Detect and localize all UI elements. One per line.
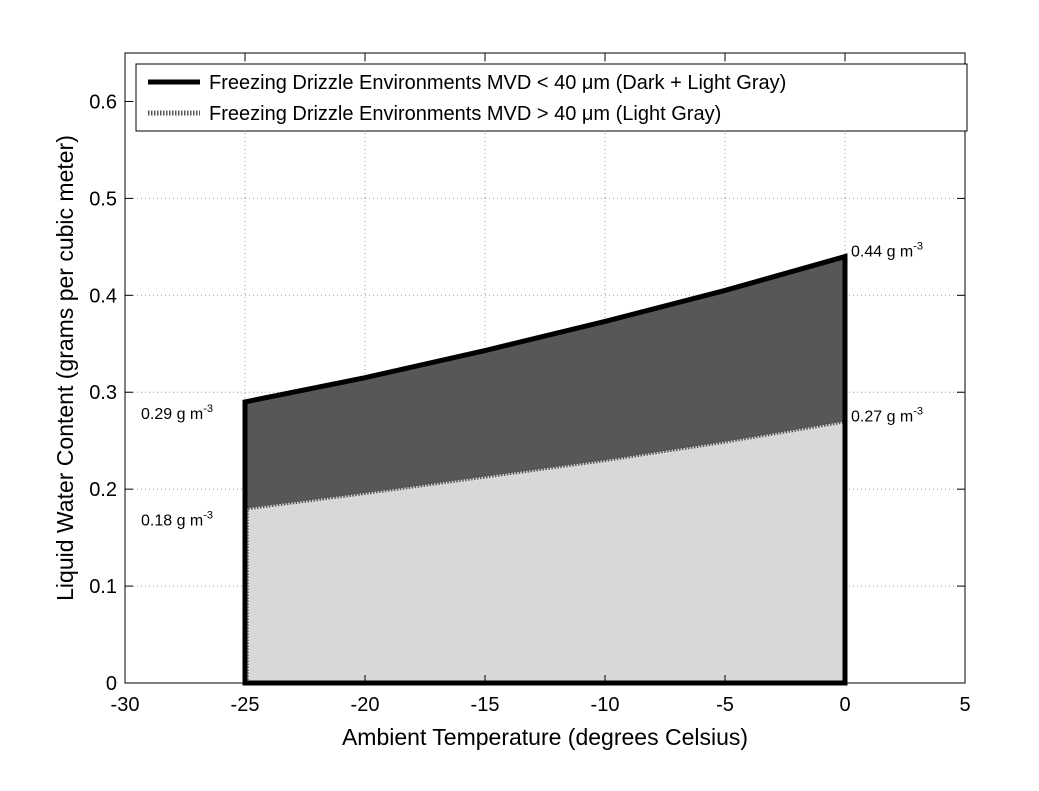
legend-entry-mvd-lt-40: Freezing Drizzle Environments MVD < 40 μ… [209, 72, 786, 94]
x-tick-label: -25 [231, 694, 260, 716]
legend-box [135, 63, 968, 132]
annotation-label: 0.27 g m-3 [851, 405, 923, 425]
plot-areas [245, 256, 845, 683]
ticks: -30 -25 -20 -15 -10 -5 0 5 0 0.1 0.2 0.3 0.4 0.5 0.6 [89, 53, 971, 716]
x-tick-label: 0 [839, 694, 850, 716]
x-tick-label: -10 [591, 694, 620, 716]
legend-entry-mvd-gt-40: Freezing Drizzle Environments MVD > 40 μ… [209, 103, 721, 125]
x-tick-label: -20 [351, 694, 380, 716]
y-tick-label: 0.5 [89, 188, 117, 210]
area-mvd-gt-40 [245, 421, 845, 683]
y-tick-label: 0.6 [89, 91, 117, 113]
plot-frame [124, 52, 966, 684]
x-axis-title: Ambient Temperature (degrees Celsius) [342, 724, 748, 750]
y-tick-label: 0.3 [89, 382, 117, 404]
series-line-mvd-lt-40 [242, 253, 848, 686]
annotation-label: 0.44 g m-3 [851, 241, 923, 261]
x-tick-label: -15 [471, 694, 500, 716]
x-tick-label: 5 [959, 694, 970, 716]
y-tick-label: 0.2 [89, 479, 117, 501]
annotation-label: 0.29 g m-3 [141, 403, 213, 423]
x-tick-label: -30 [111, 694, 140, 716]
y-axis-title: Liquid Water Content (grams per cubic me… [52, 135, 78, 601]
annotations: 0.44 g m-3 0.29 g m-3 0.27 g m-3 0.18 g m-3 [141, 241, 923, 530]
x-tick-label: -5 [716, 694, 734, 716]
annotation-label: 0.18 g m-3 [141, 510, 213, 530]
legend: Freezing Drizzle Environments MVD < 40 μ… [135, 63, 968, 132]
y-tick-label: 0 [106, 673, 117, 695]
series-line-mvd-gt-40 [244, 419, 846, 511]
y-tick-label: 0.1 [89, 576, 117, 598]
series-lines [242, 253, 848, 686]
y-tick-label: 0.4 [89, 285, 117, 307]
